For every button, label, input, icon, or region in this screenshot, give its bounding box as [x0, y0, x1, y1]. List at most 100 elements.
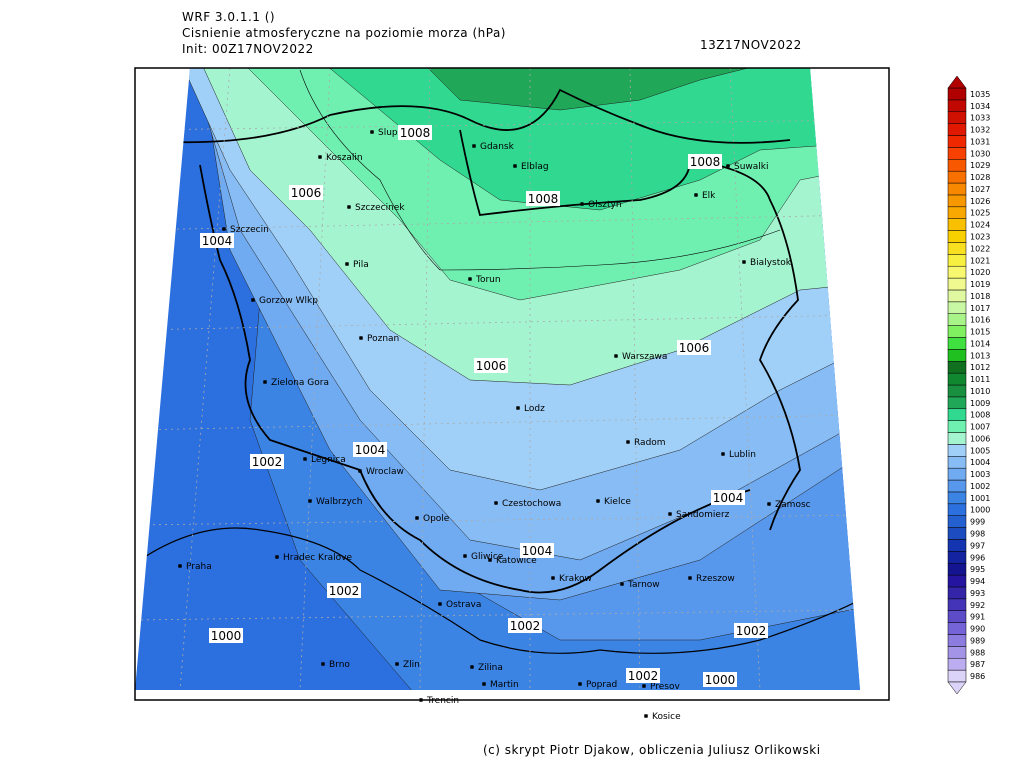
colorbar-swatch [947, 669, 967, 683]
colorbar-label: 1032 [970, 126, 990, 135]
city-name: Zielona Gora [271, 378, 329, 388]
colorbar-swatch [947, 539, 967, 552]
contour-label: 1006 [476, 359, 507, 373]
city-name: Zlin [403, 660, 420, 670]
colorbar-label: 1025 [970, 209, 990, 218]
city-marker [470, 665, 474, 669]
colorbar-label: 1023 [970, 233, 990, 242]
city-name: Gdansk [480, 142, 515, 152]
city-marker [596, 499, 600, 503]
colorbar-arrow-top [947, 75, 967, 89]
city-marker [303, 457, 307, 461]
borders [135, 69, 860, 654]
contour-label: 1002 [252, 455, 283, 469]
contour-label: 1006 [679, 341, 710, 355]
city-marker [694, 193, 698, 197]
colorbar-swatch [947, 610, 967, 623]
colorbar-label: 1007 [970, 423, 990, 432]
city-marker [551, 576, 555, 580]
colorbar-label: 1005 [970, 446, 990, 455]
colorbar-swatch [947, 479, 967, 493]
city-name: Lodz [524, 404, 545, 414]
colorbar-swatch [947, 456, 967, 469]
colorbar-label: 1004 [970, 458, 990, 467]
city-marker [345, 262, 349, 266]
colorbar-swatch [947, 230, 967, 243]
colorbar-swatch [947, 147, 967, 160]
city-marker [438, 602, 442, 606]
contour-label-box [677, 340, 711, 355]
colorbar-swatch [947, 170, 967, 184]
colorbar-label: 1011 [970, 375, 990, 384]
colorbar-label: 991 [970, 613, 985, 622]
city-name: Suwalki [734, 162, 769, 172]
city-name: Presov [650, 682, 681, 692]
colorbar-swatch [947, 123, 967, 136]
colorbar-label: 988 [970, 648, 985, 657]
map-frame [134, 67, 890, 701]
contour-label-box [398, 125, 432, 140]
contour-label-box [250, 454, 284, 469]
colorbar-label: 999 [970, 518, 985, 527]
city-marker [358, 469, 362, 473]
colorbar-label: 1017 [970, 304, 990, 313]
contour-label: 1004 [522, 544, 553, 558]
contour-label: 1000 [211, 629, 242, 643]
colorbar-label: 998 [970, 530, 985, 539]
colorbar-swatch [947, 206, 967, 219]
city-name: Gliwice [471, 552, 504, 562]
colorbar-swatch [947, 420, 967, 433]
city-marker [767, 502, 771, 506]
contour-label: 1004 [202, 234, 233, 248]
city-name: Wroclaw [366, 467, 404, 477]
colorbar-label: 1018 [970, 292, 990, 301]
city-name: Czestochowa [502, 499, 561, 509]
colorbar-swatch [947, 562, 967, 576]
graticule [135, 68, 860, 690]
colorbar-swatch [947, 301, 967, 314]
contour-label: 1008 [528, 192, 559, 206]
city-marker [488, 558, 492, 562]
colorbar-swatch [947, 254, 967, 267]
city-marker [275, 555, 279, 559]
colorbar-swatch [947, 372, 967, 386]
valid-time: 13Z17NOV2022 [700, 38, 802, 52]
city-name: Legnica [311, 455, 346, 465]
colorbar-label: 1008 [970, 411, 990, 420]
colorbar-swatch [947, 384, 967, 398]
city-marker [308, 499, 312, 503]
colorbar-swatch [947, 337, 967, 350]
contour-label: 1008 [690, 155, 721, 169]
city-marker [513, 164, 517, 168]
map-title: Cisnienie atmosferyczne na poziomie morz… [182, 26, 506, 40]
city-name: Poprad [586, 680, 617, 690]
colorbar-label: 1013 [970, 351, 990, 360]
colorbar-swatch [947, 194, 967, 208]
colorbar-label: 1026 [970, 197, 990, 206]
footer: (c) skrypt Piotr Djakow, obliczenia Juli… [483, 743, 821, 757]
colorbar-swatch [947, 646, 967, 659]
colorbar-swatch [947, 99, 967, 113]
city-name: Elblag [521, 162, 549, 172]
city-marker [463, 554, 467, 558]
city-marker [415, 516, 419, 520]
city-name: Katowice [496, 556, 537, 566]
model-name: WRF 3.0.1.1 () [182, 10, 275, 24]
city-marker [578, 682, 582, 686]
colorbar-label: 989 [970, 636, 985, 645]
city-name: Zamosc [775, 500, 811, 510]
colorbar-swatch [947, 432, 967, 445]
city-marker [614, 354, 618, 358]
contour-label-box [526, 191, 560, 206]
colorbar-swatch [947, 574, 967, 588]
city-name: Torun [475, 275, 501, 285]
city-name: Szczecinek [355, 203, 405, 213]
colorbar-label: 1022 [970, 244, 990, 253]
colorbar-label: 1020 [970, 268, 990, 277]
colorbar-label: 1027 [970, 185, 990, 194]
colorbar-swatch [947, 408, 967, 421]
contour-label-box [289, 185, 323, 200]
colorbar-label: 1021 [970, 256, 990, 265]
colorbar-label: 1016 [970, 316, 990, 325]
